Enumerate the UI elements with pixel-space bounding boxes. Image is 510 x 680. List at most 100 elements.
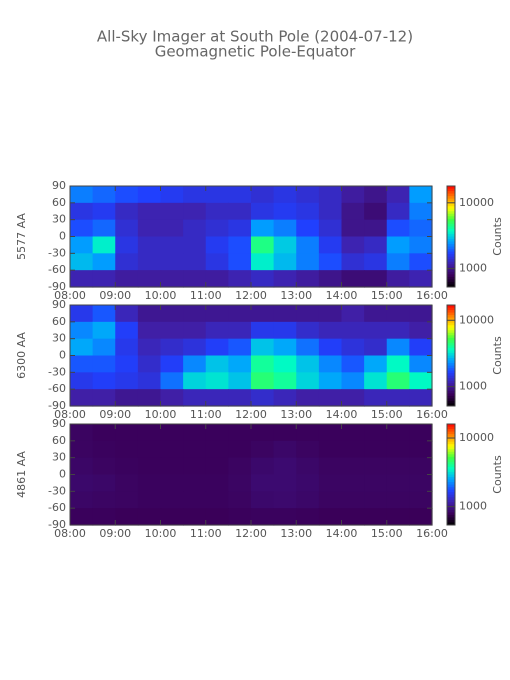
heat-cell — [364, 424, 388, 442]
x-tick-label: 11:00 — [190, 289, 222, 302]
heat-cell — [341, 236, 365, 254]
heat-cell — [183, 474, 207, 492]
heat-cell — [183, 440, 207, 459]
heat-cell — [183, 236, 207, 254]
colorbar-step — [447, 259, 455, 263]
colorbar-step — [447, 502, 455, 506]
heat-cell — [296, 491, 320, 509]
x-tick-label: 11:00 — [190, 408, 222, 421]
colorbar-step — [447, 431, 455, 435]
colorbar-step — [447, 509, 455, 513]
x-tick-label: 11:00 — [190, 527, 222, 540]
heat-cell — [70, 305, 94, 323]
heat-cell — [115, 305, 139, 323]
colorbar-step — [447, 284, 455, 288]
heat-cell — [341, 186, 365, 204]
heat-cell — [183, 491, 207, 509]
heat-cell — [341, 321, 365, 340]
x-tick-label: 09:00 — [99, 408, 131, 421]
heat-cell — [386, 440, 410, 459]
y-tick-label: 90 — [52, 179, 66, 192]
y-tick-label: -90 — [48, 280, 66, 293]
heat-cell — [296, 270, 320, 288]
heat-cell — [205, 219, 229, 238]
heat-cell — [409, 389, 433, 407]
heat-cell — [92, 305, 116, 323]
heat-cell — [228, 236, 252, 254]
heat-cell — [386, 474, 410, 492]
colorbar-step — [447, 244, 455, 248]
colorbar-step — [447, 233, 455, 237]
x-tick-label: 16:00 — [416, 408, 448, 421]
heat-cell — [205, 186, 229, 204]
heat-cell — [409, 424, 433, 442]
colorbar-step — [447, 517, 455, 521]
heat-cell — [92, 355, 116, 373]
heat-cell — [70, 338, 94, 357]
colorbar-step — [447, 482, 455, 486]
heat-cell — [296, 236, 320, 254]
heat-cell — [251, 338, 275, 357]
heat-cell — [273, 355, 297, 373]
heat-cell — [115, 389, 139, 407]
heat-cell — [205, 389, 229, 407]
y-tick-label: -30 — [48, 246, 66, 259]
heat-cell — [70, 389, 94, 407]
heat-cell — [92, 491, 116, 509]
colorbar-step — [447, 365, 455, 369]
heat-cell — [228, 338, 252, 357]
heat-cell — [228, 491, 252, 509]
colorbar-step — [447, 325, 455, 329]
colorbar-step — [447, 274, 455, 278]
heat-cell — [183, 372, 207, 390]
colorbar-step — [447, 469, 455, 473]
colorbar-step — [447, 223, 455, 227]
colorbar-step — [447, 279, 455, 283]
heat-cell — [160, 186, 184, 204]
heat-cell — [386, 389, 410, 407]
heat-cell — [273, 338, 297, 357]
heat-cell — [296, 508, 320, 526]
heat-cell — [318, 424, 343, 442]
heat-cell — [386, 202, 410, 221]
colorbar-step — [447, 492, 455, 496]
heat-cell — [205, 491, 229, 509]
heat-cell — [205, 372, 229, 390]
heat-cell — [205, 321, 229, 340]
y-tick-label: 30 — [52, 451, 66, 464]
x-tick-label: 14:00 — [326, 408, 358, 421]
colorbar-step — [447, 226, 455, 230]
heat-cell — [183, 508, 207, 526]
heat-cell — [137, 338, 162, 357]
x-tick-label: 14:00 — [326, 527, 358, 540]
heat-cell — [341, 508, 365, 526]
heat-cell — [92, 338, 116, 357]
heat-cell — [92, 424, 116, 442]
heat-cell — [183, 355, 207, 373]
colorbar-step — [447, 403, 455, 407]
colorbar-step — [447, 489, 455, 493]
x-tick-label: 10:00 — [145, 289, 177, 302]
y-tick-label: -60 — [48, 501, 66, 514]
heat-cell — [228, 474, 252, 492]
heat-cell — [296, 321, 320, 340]
colorbar-step — [447, 203, 455, 207]
heat-cell — [341, 355, 365, 373]
y-tick-label: 90 — [52, 298, 66, 311]
y-tick-label: 30 — [52, 332, 66, 345]
colorbar-step — [447, 395, 455, 399]
colorbar-step — [447, 449, 455, 453]
colorbar-step — [447, 479, 455, 483]
heat-cell — [341, 338, 365, 357]
colorbar-step — [447, 385, 455, 389]
heat-cell — [409, 186, 433, 204]
heat-cell — [251, 305, 275, 323]
heat-cell — [228, 372, 252, 390]
heat-cell — [341, 389, 365, 407]
heat-cell — [70, 372, 94, 390]
heat-cell — [205, 457, 229, 476]
heat-cell — [205, 355, 229, 373]
colorbar-frame — [446, 423, 456, 526]
heat-cell — [364, 355, 388, 373]
heat-cell — [296, 186, 320, 204]
